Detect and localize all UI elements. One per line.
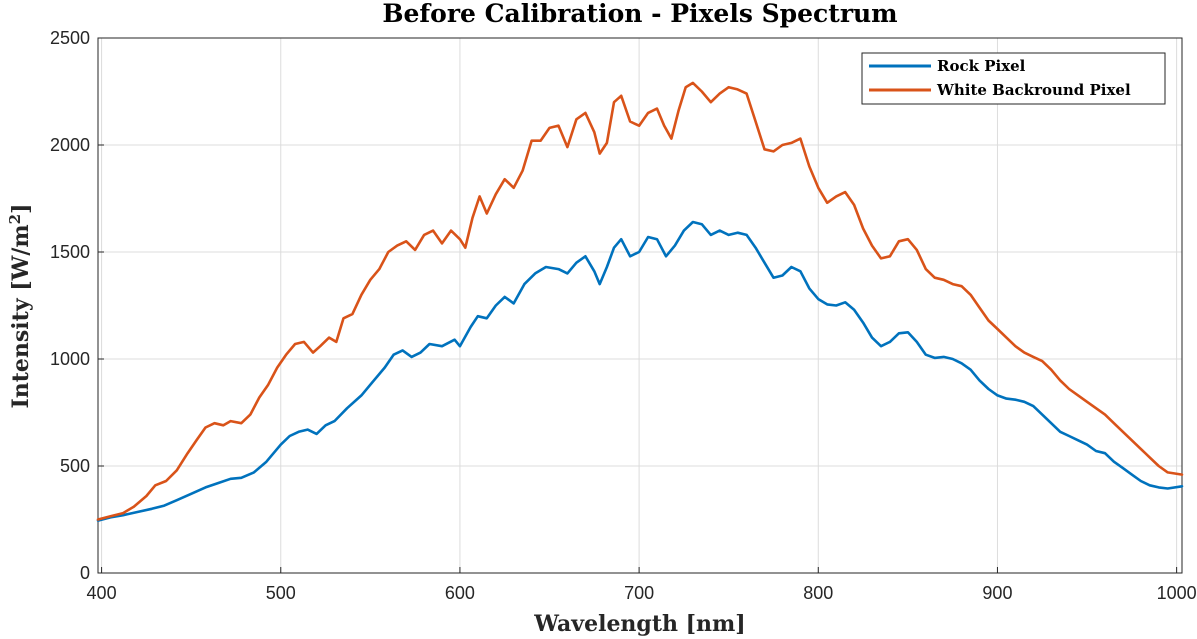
legend: Rock Pixel White Backround Pixel: [861, 52, 1166, 105]
y-tick-label: 2000: [50, 135, 90, 155]
x-axis-label: Wavelength [nm]: [533, 611, 745, 637]
plot-area-frame: [97, 37, 1183, 574]
x-tick-label: 800: [803, 583, 833, 603]
x-tick-label: 1000: [1157, 583, 1197, 603]
y-axis-label-close: ]: [8, 203, 34, 213]
legend-box: [861, 52, 1166, 105]
x-tick-label: 900: [982, 583, 1012, 603]
y-tick-label: 2500: [50, 28, 90, 48]
x-tick-label: 700: [624, 583, 654, 603]
legend-label-white-background-pixel: White Backround Pixel: [936, 81, 1131, 99]
chart-title: Before Calibration - Pixels Spectrum: [382, 0, 897, 28]
y-axis-label-base: Intensity [W/m: [8, 224, 34, 408]
y-tick-label: 0: [80, 563, 90, 583]
grid-lines: [98, 37, 1182, 574]
y-axis-label-superscript: 2: [6, 214, 24, 224]
x-axis-ticks: 400 500 600 700 800 900 1000: [87, 567, 1197, 603]
series-layer: [96, 81, 1184, 522]
series-line-rock-pixel: [96, 220, 1184, 522]
x-tick-label: 400: [87, 583, 117, 603]
x-tick-label: 600: [445, 583, 475, 603]
y-tick-label: 500: [60, 456, 90, 476]
y-tick-label: 1000: [50, 349, 90, 369]
y-tick-label: 1500: [50, 242, 90, 262]
legend-label-rock-pixel: Rock Pixel: [937, 57, 1026, 75]
series-line-white-backround-pixel: [96, 81, 1184, 521]
y-axis-label: Intensity [W/m2]: [6, 203, 34, 408]
y-axis-ticks: 0 500 1000 1500 2000 2500: [50, 28, 104, 583]
x-tick-label: 500: [266, 583, 296, 603]
